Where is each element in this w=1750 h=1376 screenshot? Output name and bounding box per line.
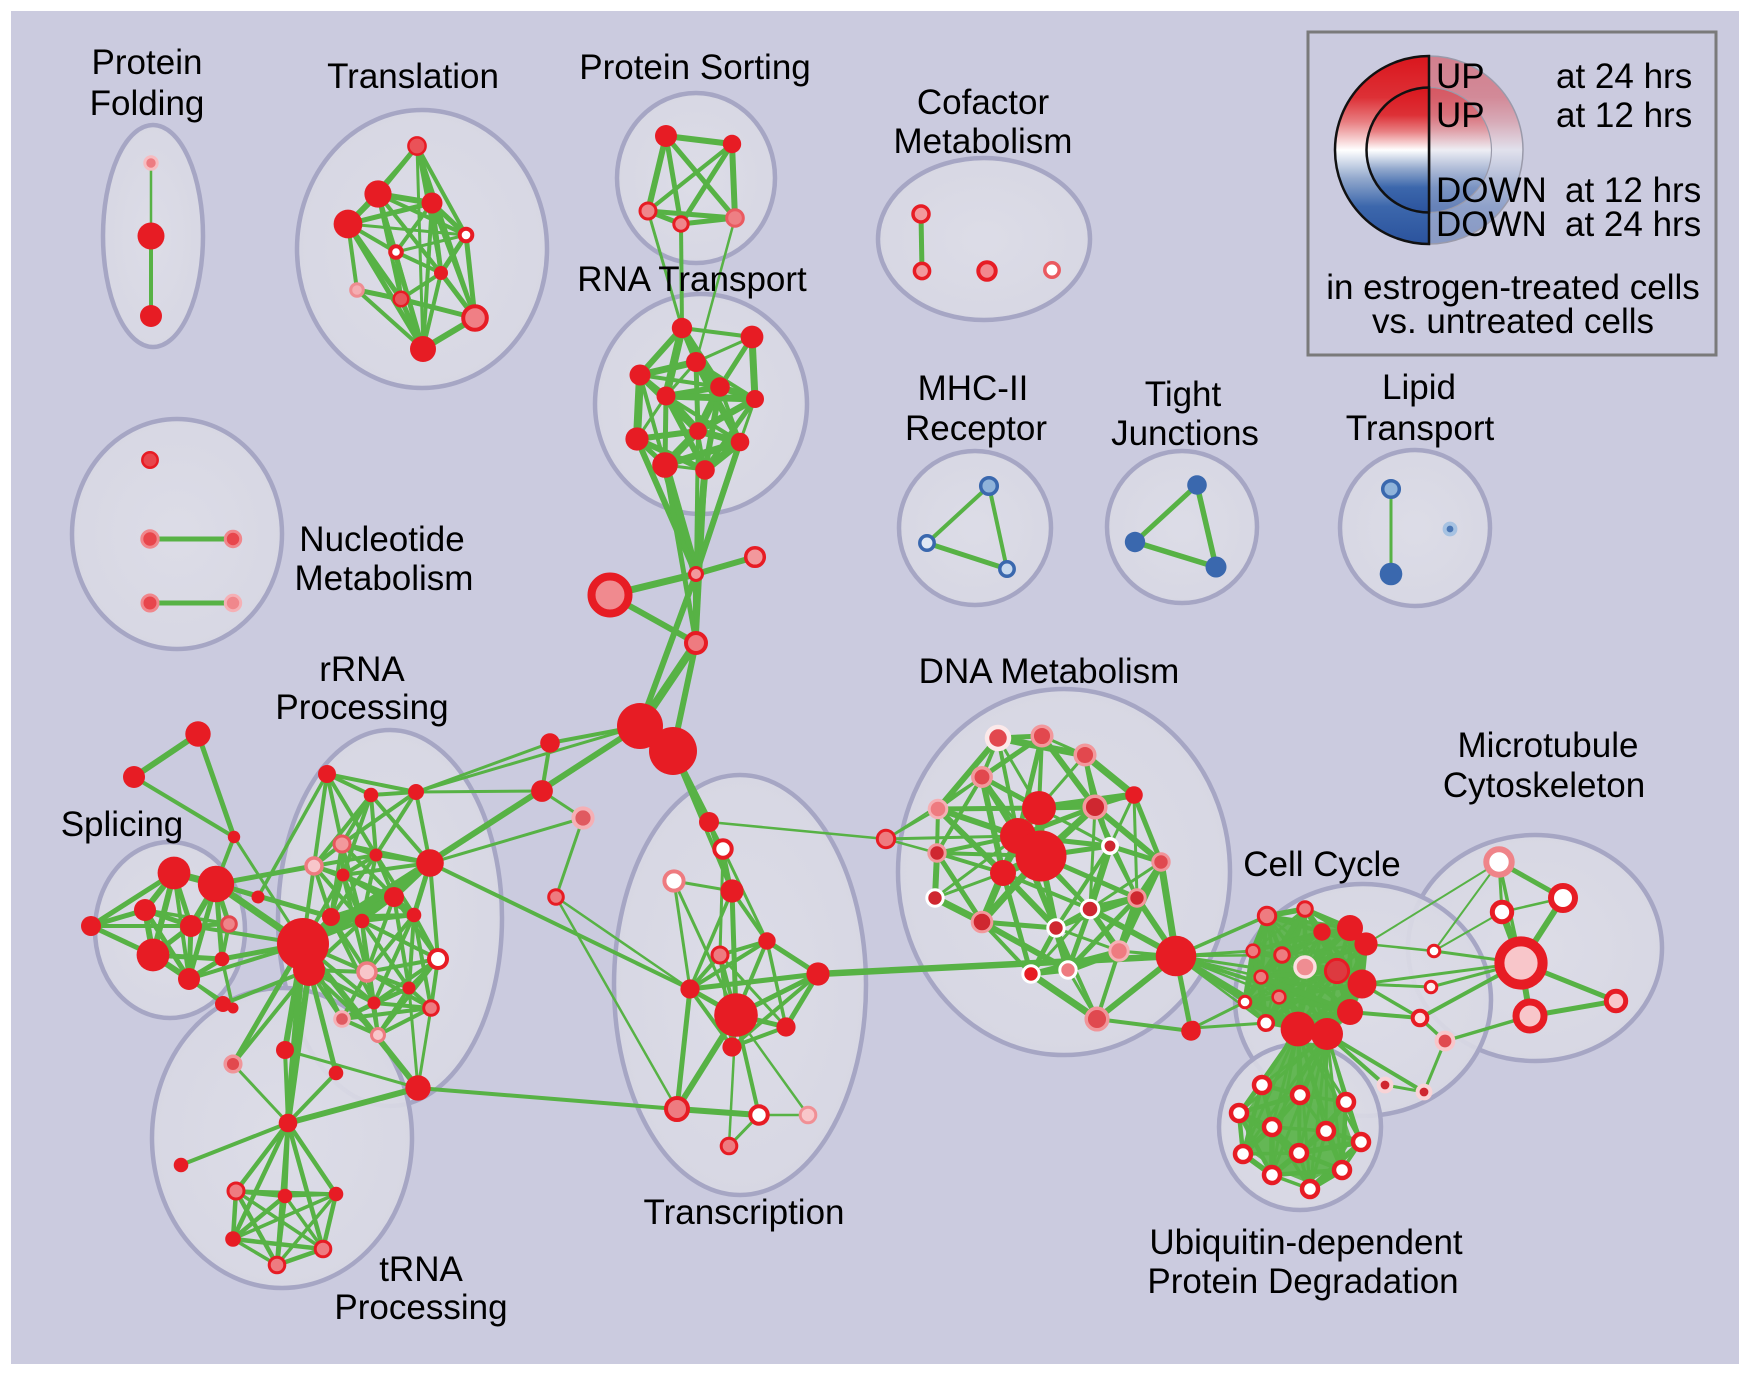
svg-text:Lipid: Lipid [1382,368,1456,407]
svg-text:in estrogen-treated cells: in estrogen-treated cells [1326,268,1700,307]
svg-text:at 24 hrs: at 24 hrs [1565,205,1701,244]
svg-text:at 24 hrs: at 24 hrs [1556,57,1692,96]
svg-text:Metabolism: Metabolism [894,122,1073,161]
svg-text:vs. untreated cells: vs. untreated cells [1372,302,1654,341]
svg-text:DOWN: DOWN [1436,205,1547,244]
svg-text:Microtubule: Microtubule [1458,726,1639,765]
svg-text:Nucleotide: Nucleotide [299,520,464,559]
svg-text:RNA Transport: RNA Transport [577,260,807,299]
svg-text:Receptor: Receptor [905,409,1047,448]
svg-text:Ubiquitin-dependent: Ubiquitin-dependent [1149,1223,1463,1262]
svg-text:Translation: Translation [327,57,499,96]
svg-text:Cofactor: Cofactor [917,83,1050,122]
svg-text:Protein Degradation: Protein Degradation [1147,1262,1458,1301]
svg-text:Processing: Processing [275,688,448,727]
svg-text:Cell Cycle: Cell Cycle [1243,845,1401,884]
svg-text:DNA Metabolism: DNA Metabolism [919,652,1180,691]
svg-text:rRNA: rRNA [319,650,405,689]
svg-text:UP: UP [1436,57,1485,96]
svg-text:Tight: Tight [1145,375,1222,414]
svg-text:Protein Sorting: Protein Sorting [579,48,811,87]
svg-text:Folding: Folding [90,84,205,123]
svg-text:DOWN: DOWN [1436,171,1547,210]
svg-text:Transcription: Transcription [644,1193,845,1232]
svg-text:MHC-II: MHC-II [918,369,1029,408]
svg-text:UP: UP [1436,96,1485,135]
svg-text:Junctions: Junctions [1111,414,1259,453]
svg-text:at 12 hrs: at 12 hrs [1556,96,1692,135]
svg-text:Cytoskeleton: Cytoskeleton [1443,766,1645,805]
svg-text:Processing: Processing [334,1288,507,1327]
svg-text:at 12 hrs: at 12 hrs [1565,171,1701,210]
svg-text:Transport: Transport [1346,409,1495,448]
svg-text:Splicing: Splicing [61,805,184,844]
svg-text:Protein: Protein [92,43,203,82]
svg-text:tRNA: tRNA [379,1250,463,1289]
svg-text:Metabolism: Metabolism [295,559,474,598]
